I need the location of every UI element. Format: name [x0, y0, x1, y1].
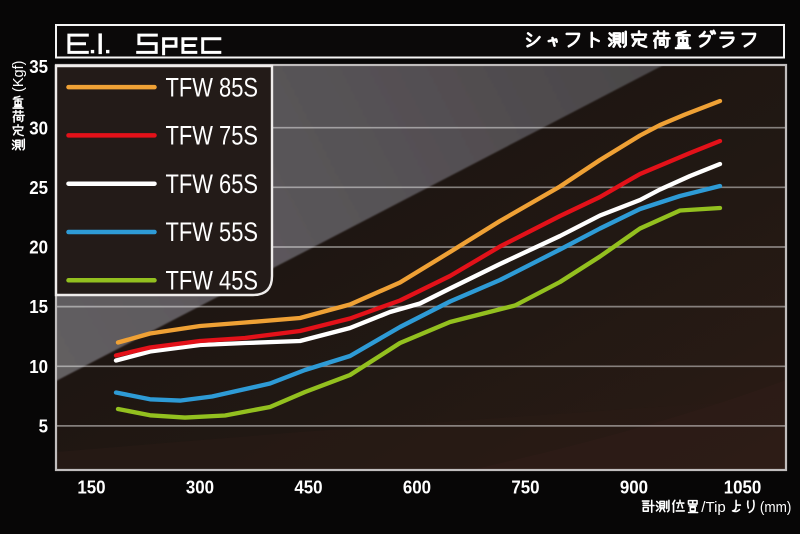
- svg-text:900: 900: [620, 477, 648, 498]
- svg-text:300: 300: [186, 477, 214, 498]
- svg-text:20: 20: [29, 237, 48, 258]
- svg-text:TFW 55S: TFW 55S: [166, 217, 259, 247]
- svg-text:TFW 85S: TFW 85S: [166, 72, 259, 102]
- svg-text:(Kgf): (Kgf): [11, 61, 27, 92]
- svg-text:5: 5: [39, 416, 48, 437]
- svg-text:(mm): (mm): [760, 499, 792, 516]
- svg-text:10: 10: [29, 356, 48, 377]
- svg-text:TFW 45S: TFW 45S: [166, 266, 259, 296]
- svg-text:15: 15: [29, 296, 48, 317]
- svg-text:1050: 1050: [724, 477, 762, 498]
- svg-text:35: 35: [29, 56, 48, 77]
- svg-text:TFW 65S: TFW 65S: [166, 169, 259, 199]
- svg-text:/Tip: /Tip: [701, 499, 725, 516]
- svg-text:30: 30: [29, 117, 48, 138]
- svg-text:TFW 75S: TFW 75S: [166, 121, 259, 151]
- svg-text:450: 450: [294, 477, 322, 498]
- svg-text:750: 750: [511, 477, 539, 498]
- svg-text:150: 150: [77, 477, 105, 498]
- svg-text:600: 600: [403, 477, 431, 498]
- svg-text:25: 25: [29, 177, 48, 198]
